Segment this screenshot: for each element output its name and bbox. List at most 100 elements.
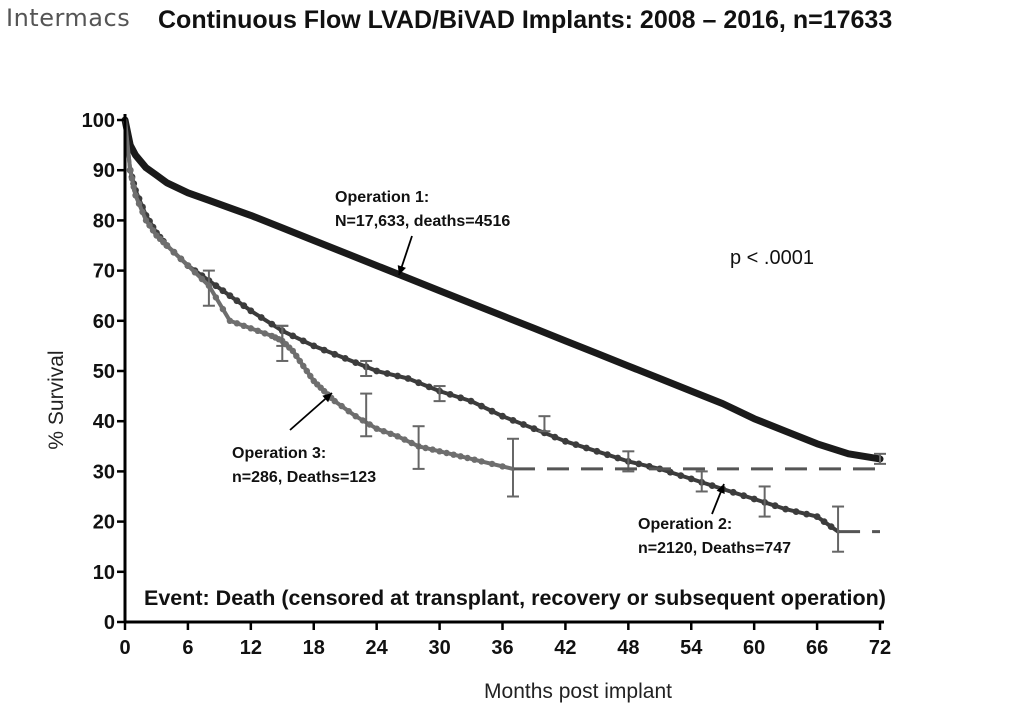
operation-2-pointer-arrowhead xyxy=(716,484,725,494)
operation-2-marker xyxy=(457,394,464,402)
operation-2-marker xyxy=(729,488,737,496)
operation-1-label-title: Operation 1: xyxy=(335,189,429,206)
x-tick-label: 18 xyxy=(303,637,325,659)
operation-2-marker xyxy=(635,460,643,468)
operation-2-marker xyxy=(551,433,559,441)
operation-3-marker xyxy=(191,269,199,276)
operation-3-marker xyxy=(247,325,254,332)
operation-2-marker xyxy=(247,307,255,315)
operation-3-marker xyxy=(293,352,300,360)
y-tick-label: 70 xyxy=(93,261,115,283)
y-tick-label: 80 xyxy=(93,210,115,232)
operation-3-marker xyxy=(226,317,234,324)
operation-2-marker xyxy=(415,379,422,387)
operation-2-marker xyxy=(233,297,241,305)
operation-3-marker xyxy=(373,425,380,432)
operation-3-marker xyxy=(233,320,241,327)
operation-3-marker xyxy=(331,397,338,405)
operation-2-marker xyxy=(509,417,517,424)
operation-3-marker xyxy=(359,417,366,424)
operation-2-marker xyxy=(467,397,475,405)
operation-2-marker xyxy=(446,391,454,398)
operation-3-marker xyxy=(128,175,136,182)
operation-2-marker xyxy=(289,332,297,340)
x-tick-label: 30 xyxy=(428,637,450,659)
operation-2-marker xyxy=(212,282,220,290)
operation-3-marker xyxy=(429,446,436,453)
operation-2-marker xyxy=(562,437,569,445)
operation-3-marker xyxy=(240,322,247,329)
operation-3-marker xyxy=(289,347,296,355)
operation-3-marker xyxy=(345,408,352,415)
operation-2-marker xyxy=(299,337,307,345)
event-note: Event: Death (censored at transplant, re… xyxy=(144,586,886,610)
operation-2-marker xyxy=(820,518,828,525)
operation-2-marker xyxy=(341,355,349,362)
operation-2-marker xyxy=(425,383,433,391)
x-axis-title: Months post implant xyxy=(484,680,672,703)
x-tick-label: 6 xyxy=(182,637,193,659)
intermacs-logo: Intermacs xyxy=(6,4,131,32)
operation-2-marker xyxy=(240,302,248,310)
operation-2-marker xyxy=(583,444,590,452)
operation-2-marker xyxy=(666,468,674,476)
operation-3-marker xyxy=(303,367,310,375)
operation-1-line xyxy=(121,116,884,463)
x-tick-label: 54 xyxy=(680,637,703,659)
operation-3-marker xyxy=(254,327,261,334)
operation-3-marker xyxy=(387,430,394,437)
operation-3-marker xyxy=(499,463,506,470)
y-tick-label: 10 xyxy=(93,562,115,584)
operation-2-marker xyxy=(268,320,276,328)
operation-2-marker xyxy=(677,472,685,479)
operation-3-marker xyxy=(205,282,213,289)
operation-2-marker xyxy=(310,342,318,350)
operation-3-marker xyxy=(450,451,457,458)
operation-3-marker xyxy=(184,262,192,269)
operation-3-marker xyxy=(177,255,185,263)
operation-3-marker xyxy=(394,433,401,440)
operation-2-marker xyxy=(226,292,234,300)
x-tick-label: 0 xyxy=(119,637,130,659)
x-tick-label: 66 xyxy=(806,637,828,659)
y-tick-label: 30 xyxy=(93,461,115,483)
operation-3-marker xyxy=(352,413,359,420)
operation-2-marker xyxy=(219,287,227,295)
operation-3-marker xyxy=(261,330,268,337)
operation-3-marker xyxy=(457,453,464,460)
operation-2-marker xyxy=(530,425,538,433)
operation-2-marker xyxy=(257,314,265,321)
operation-2-marker xyxy=(373,367,381,375)
operation-3-pointer-arrowhead xyxy=(322,393,332,403)
x-tick-label: 12 xyxy=(240,637,262,659)
operation-3-marker xyxy=(163,242,171,249)
operation-2-marker xyxy=(813,513,821,520)
operation-2-marker xyxy=(771,502,779,510)
operation-2-label-stats: n=2120, Deaths=747 xyxy=(638,540,791,557)
operation-3-marker xyxy=(135,200,143,207)
x-tick-label: 36 xyxy=(491,637,513,659)
operation-3-marker xyxy=(300,362,307,370)
operation-1-label-stats: N=17,633, deaths=4516 xyxy=(335,213,510,230)
operation-2-marker xyxy=(320,346,328,354)
operation-3-marker xyxy=(296,357,303,365)
page-title: Continuous Flow LVAD/BiVAD Implants: 200… xyxy=(158,6,893,34)
operation-3-marker xyxy=(471,456,478,463)
operation-2-marker xyxy=(687,475,695,483)
operation-2-marker xyxy=(792,508,800,515)
operation-3-marker xyxy=(219,305,227,313)
operation-2-label-title: Operation 2: xyxy=(638,516,732,533)
operation-3-marker xyxy=(198,275,206,283)
operation-3-marker xyxy=(464,454,471,462)
operation-3-label-title: Operation 3: xyxy=(232,445,326,462)
x-tick-label: 60 xyxy=(743,637,765,659)
x-tick-label: 72 xyxy=(869,637,891,659)
y-tick-label: 20 xyxy=(93,512,115,534)
operation-3-marker xyxy=(488,460,496,468)
operation-3-marker xyxy=(307,372,314,380)
operation-3-marker xyxy=(366,421,373,428)
operation-2-marker xyxy=(803,510,810,518)
operation-3-marker xyxy=(422,444,429,452)
operation-1-pointer-arrowhead xyxy=(397,265,406,275)
